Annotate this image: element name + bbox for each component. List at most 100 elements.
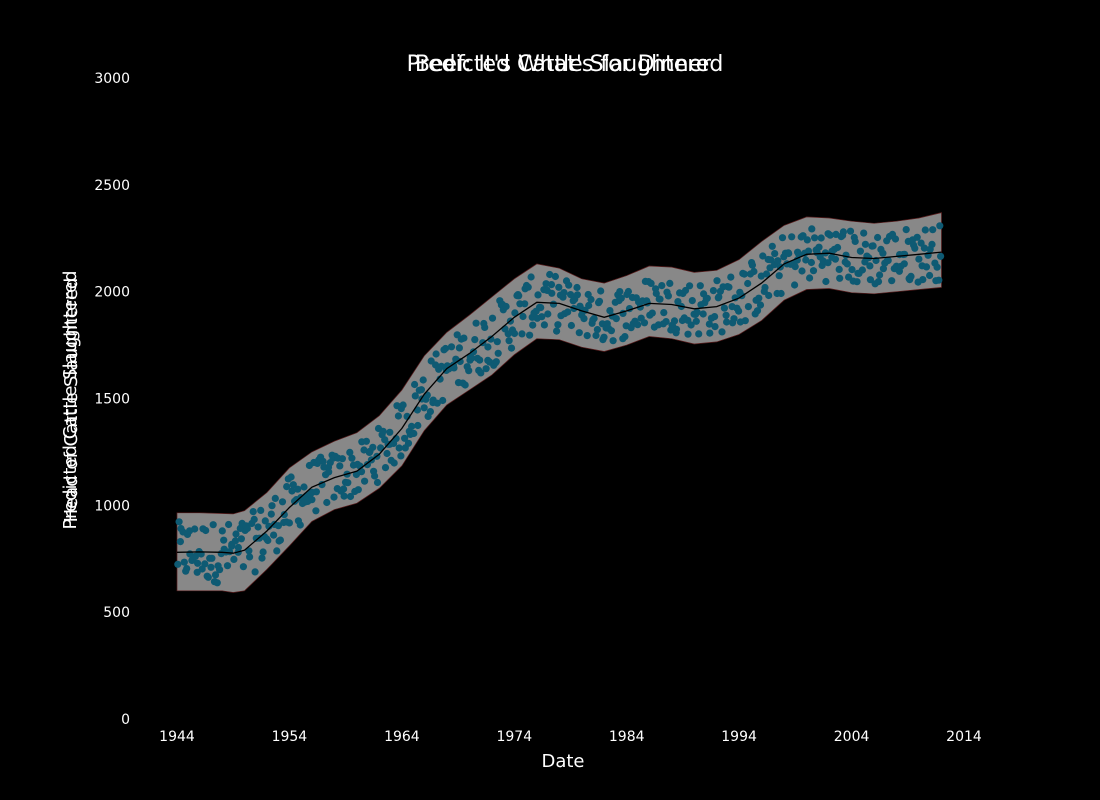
scatter-point	[476, 356, 484, 364]
scatter-point	[274, 522, 282, 530]
scatter-point	[920, 244, 929, 252]
scatter-point	[567, 321, 576, 330]
scatter-point	[502, 302, 510, 311]
scatter-point	[289, 481, 297, 489]
scatter-point	[524, 283, 532, 291]
scatter-point	[527, 273, 535, 281]
chart-title-main: Beef: It's What's for Dinner	[415, 52, 712, 77]
scatter-point	[843, 260, 851, 268]
scatter-point	[929, 226, 937, 234]
scatter-point	[744, 279, 752, 288]
scatter-point	[573, 283, 581, 292]
scatter-point	[481, 323, 489, 331]
scatter-point	[544, 310, 552, 318]
scatter-point	[245, 547, 253, 555]
scatter-point	[788, 233, 796, 241]
scatter-point	[312, 507, 320, 515]
scatter-point	[600, 333, 608, 341]
scatter-point	[761, 283, 769, 292]
scatter-point	[441, 344, 450, 353]
scatter-point	[237, 535, 245, 543]
scatter-point	[383, 449, 391, 458]
scatter-point	[592, 331, 600, 340]
scatter-point	[935, 276, 943, 284]
scatter-point	[696, 282, 704, 290]
scatter-point	[777, 289, 785, 298]
scatter-point	[590, 314, 598, 323]
scatter-point	[884, 256, 892, 264]
trend-line	[176, 251, 942, 554]
scatter-point	[348, 454, 356, 462]
scatter-point	[555, 283, 563, 291]
scatter-point	[211, 571, 220, 579]
scatter-point	[258, 554, 266, 562]
scatter-point	[540, 321, 549, 329]
scatter-point	[404, 439, 413, 447]
scatter-point	[901, 250, 909, 258]
y-tick-label: 1500	[94, 392, 130, 408]
scatter-point	[768, 242, 776, 250]
scatter-point	[879, 249, 887, 257]
scatter-point	[549, 300, 558, 308]
scatter-point	[294, 485, 302, 493]
scatter-point	[817, 234, 825, 242]
x-tick-label: 1974	[496, 729, 532, 745]
scatter-point	[239, 563, 247, 571]
scatter-point	[468, 354, 476, 362]
scatter-point	[426, 408, 434, 416]
scatter-point	[802, 256, 810, 264]
scatter-point	[254, 523, 262, 531]
scatter-point	[379, 427, 387, 435]
scatter-point	[390, 459, 398, 467]
scatter-point	[755, 294, 763, 302]
scatter-point	[705, 320, 714, 328]
scatter-point	[640, 319, 649, 327]
scatter-point	[815, 243, 823, 251]
scatter-point	[915, 255, 923, 263]
scatter-point	[913, 233, 921, 241]
scatter-point	[575, 329, 583, 337]
scatter-point	[250, 515, 258, 524]
scatter-point	[218, 527, 226, 535]
scatter-point	[386, 428, 394, 436]
scatter-point	[921, 226, 929, 234]
scatter-point	[842, 251, 850, 259]
scatter-point	[666, 279, 674, 287]
scatter-point	[207, 563, 215, 571]
scatter-point	[750, 267, 758, 276]
scatter-point	[482, 365, 490, 373]
scatter-point	[811, 234, 819, 242]
scatter-point	[762, 270, 771, 278]
scatter-point	[664, 292, 673, 300]
scatter-point	[715, 293, 723, 301]
scatter-point	[759, 252, 767, 260]
scatter-point	[201, 560, 209, 568]
chart-title-predicted: Predicted Cattle Slaughtered	[407, 52, 724, 77]
scatter-point	[174, 560, 182, 568]
scatter-point	[183, 565, 191, 573]
confidence-band-layer	[176, 212, 942, 593]
scatter-point	[587, 295, 595, 304]
scatter-point	[411, 392, 419, 400]
scatter-point	[369, 443, 377, 451]
scatter-point	[607, 327, 616, 335]
scatter-point	[477, 369, 485, 377]
y-tick-label: 0	[121, 712, 130, 728]
scatter-point	[175, 518, 183, 526]
scatter-point	[202, 526, 210, 535]
scatter-point	[439, 396, 447, 405]
scatter-point	[308, 496, 316, 504]
scatter-point	[338, 455, 346, 463]
x-axis-title: Date	[541, 751, 584, 772]
scatter-point	[220, 536, 228, 544]
y-tick-label: 500	[103, 605, 130, 621]
scatter-point	[807, 258, 816, 267]
scatter-point	[919, 276, 927, 284]
scatter-point	[565, 281, 573, 289]
scatter-point	[267, 510, 275, 518]
scatter-point	[323, 498, 331, 507]
x-tick-label: 2004	[834, 729, 870, 745]
scatter-point	[706, 329, 714, 337]
scatter-point	[660, 309, 668, 317]
trend-line-layer	[176, 251, 942, 554]
